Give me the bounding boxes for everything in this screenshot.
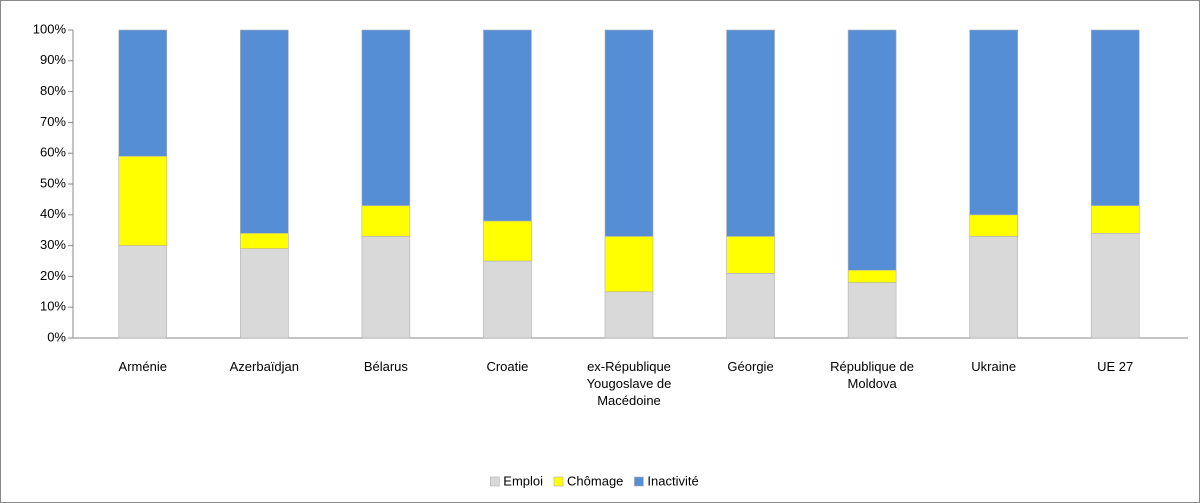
x-tick-label: République de Moldova <box>830 359 915 391</box>
bar-segment <box>361 29 411 206</box>
x-tick-label: Ukraine <box>971 359 1017 374</box>
y-tick-label: 20% <box>40 268 66 283</box>
bar-segment <box>969 214 1018 237</box>
x-tick-label: Bélarus <box>363 359 408 374</box>
bar-segment <box>483 260 532 339</box>
bar-segment <box>604 291 654 339</box>
bar-segment <box>726 29 775 237</box>
y-tick-label: 70% <box>40 114 66 129</box>
y-tick-label: 10% <box>40 299 66 314</box>
x-tick-label: Azerbaïdjan <box>229 359 300 374</box>
y-tick-label: 80% <box>40 83 66 98</box>
y-tick-label: 60% <box>40 145 66 160</box>
bar-segment <box>847 282 897 339</box>
bar-segment <box>361 236 411 339</box>
bar-segment <box>361 205 411 237</box>
x-tick-label: ex-République Yougoslave de Macédoine <box>586 359 672 408</box>
legend-label: Inactivité <box>647 473 698 488</box>
legend-label: Chômage <box>567 473 623 488</box>
bar-segment <box>118 245 168 339</box>
bar-segment <box>1090 205 1140 234</box>
bar-segment <box>969 29 1018 216</box>
bar-segment <box>847 269 897 283</box>
y-tick-label: 0% <box>47 329 66 344</box>
bar-segment <box>118 29 168 157</box>
y-tick-label: 90% <box>40 52 66 67</box>
legend-swatch <box>553 476 564 487</box>
legend-swatch <box>489 476 500 487</box>
bar-segment <box>969 236 1018 339</box>
x-tick-label: Géorgie <box>727 359 774 374</box>
bar-segment <box>240 232 289 249</box>
bar-segment <box>726 273 775 339</box>
bar-segment <box>726 236 775 274</box>
bar-segment <box>1090 232 1140 339</box>
legend-label: Emploi <box>503 473 543 488</box>
bar-segment <box>847 29 897 271</box>
bar-segment <box>483 29 532 222</box>
legend-swatch <box>634 476 644 487</box>
y-tick-label: 50% <box>40 175 66 190</box>
bar-segment <box>483 220 532 262</box>
y-tick-label: 30% <box>40 237 66 252</box>
y-tick-label: 100% <box>33 21 67 36</box>
bar-segment <box>604 236 654 293</box>
x-tick-label: Arménie <box>118 359 167 374</box>
bar-segment <box>240 248 289 339</box>
bar-segment <box>118 155 168 246</box>
x-tick-label: UE 27 <box>1097 359 1134 374</box>
bar-segment <box>240 29 289 234</box>
bar-segment <box>1090 29 1140 206</box>
x-tick-label: Croatie <box>486 359 529 374</box>
y-tick-label: 40% <box>40 206 66 221</box>
bar-segment <box>604 29 654 237</box>
